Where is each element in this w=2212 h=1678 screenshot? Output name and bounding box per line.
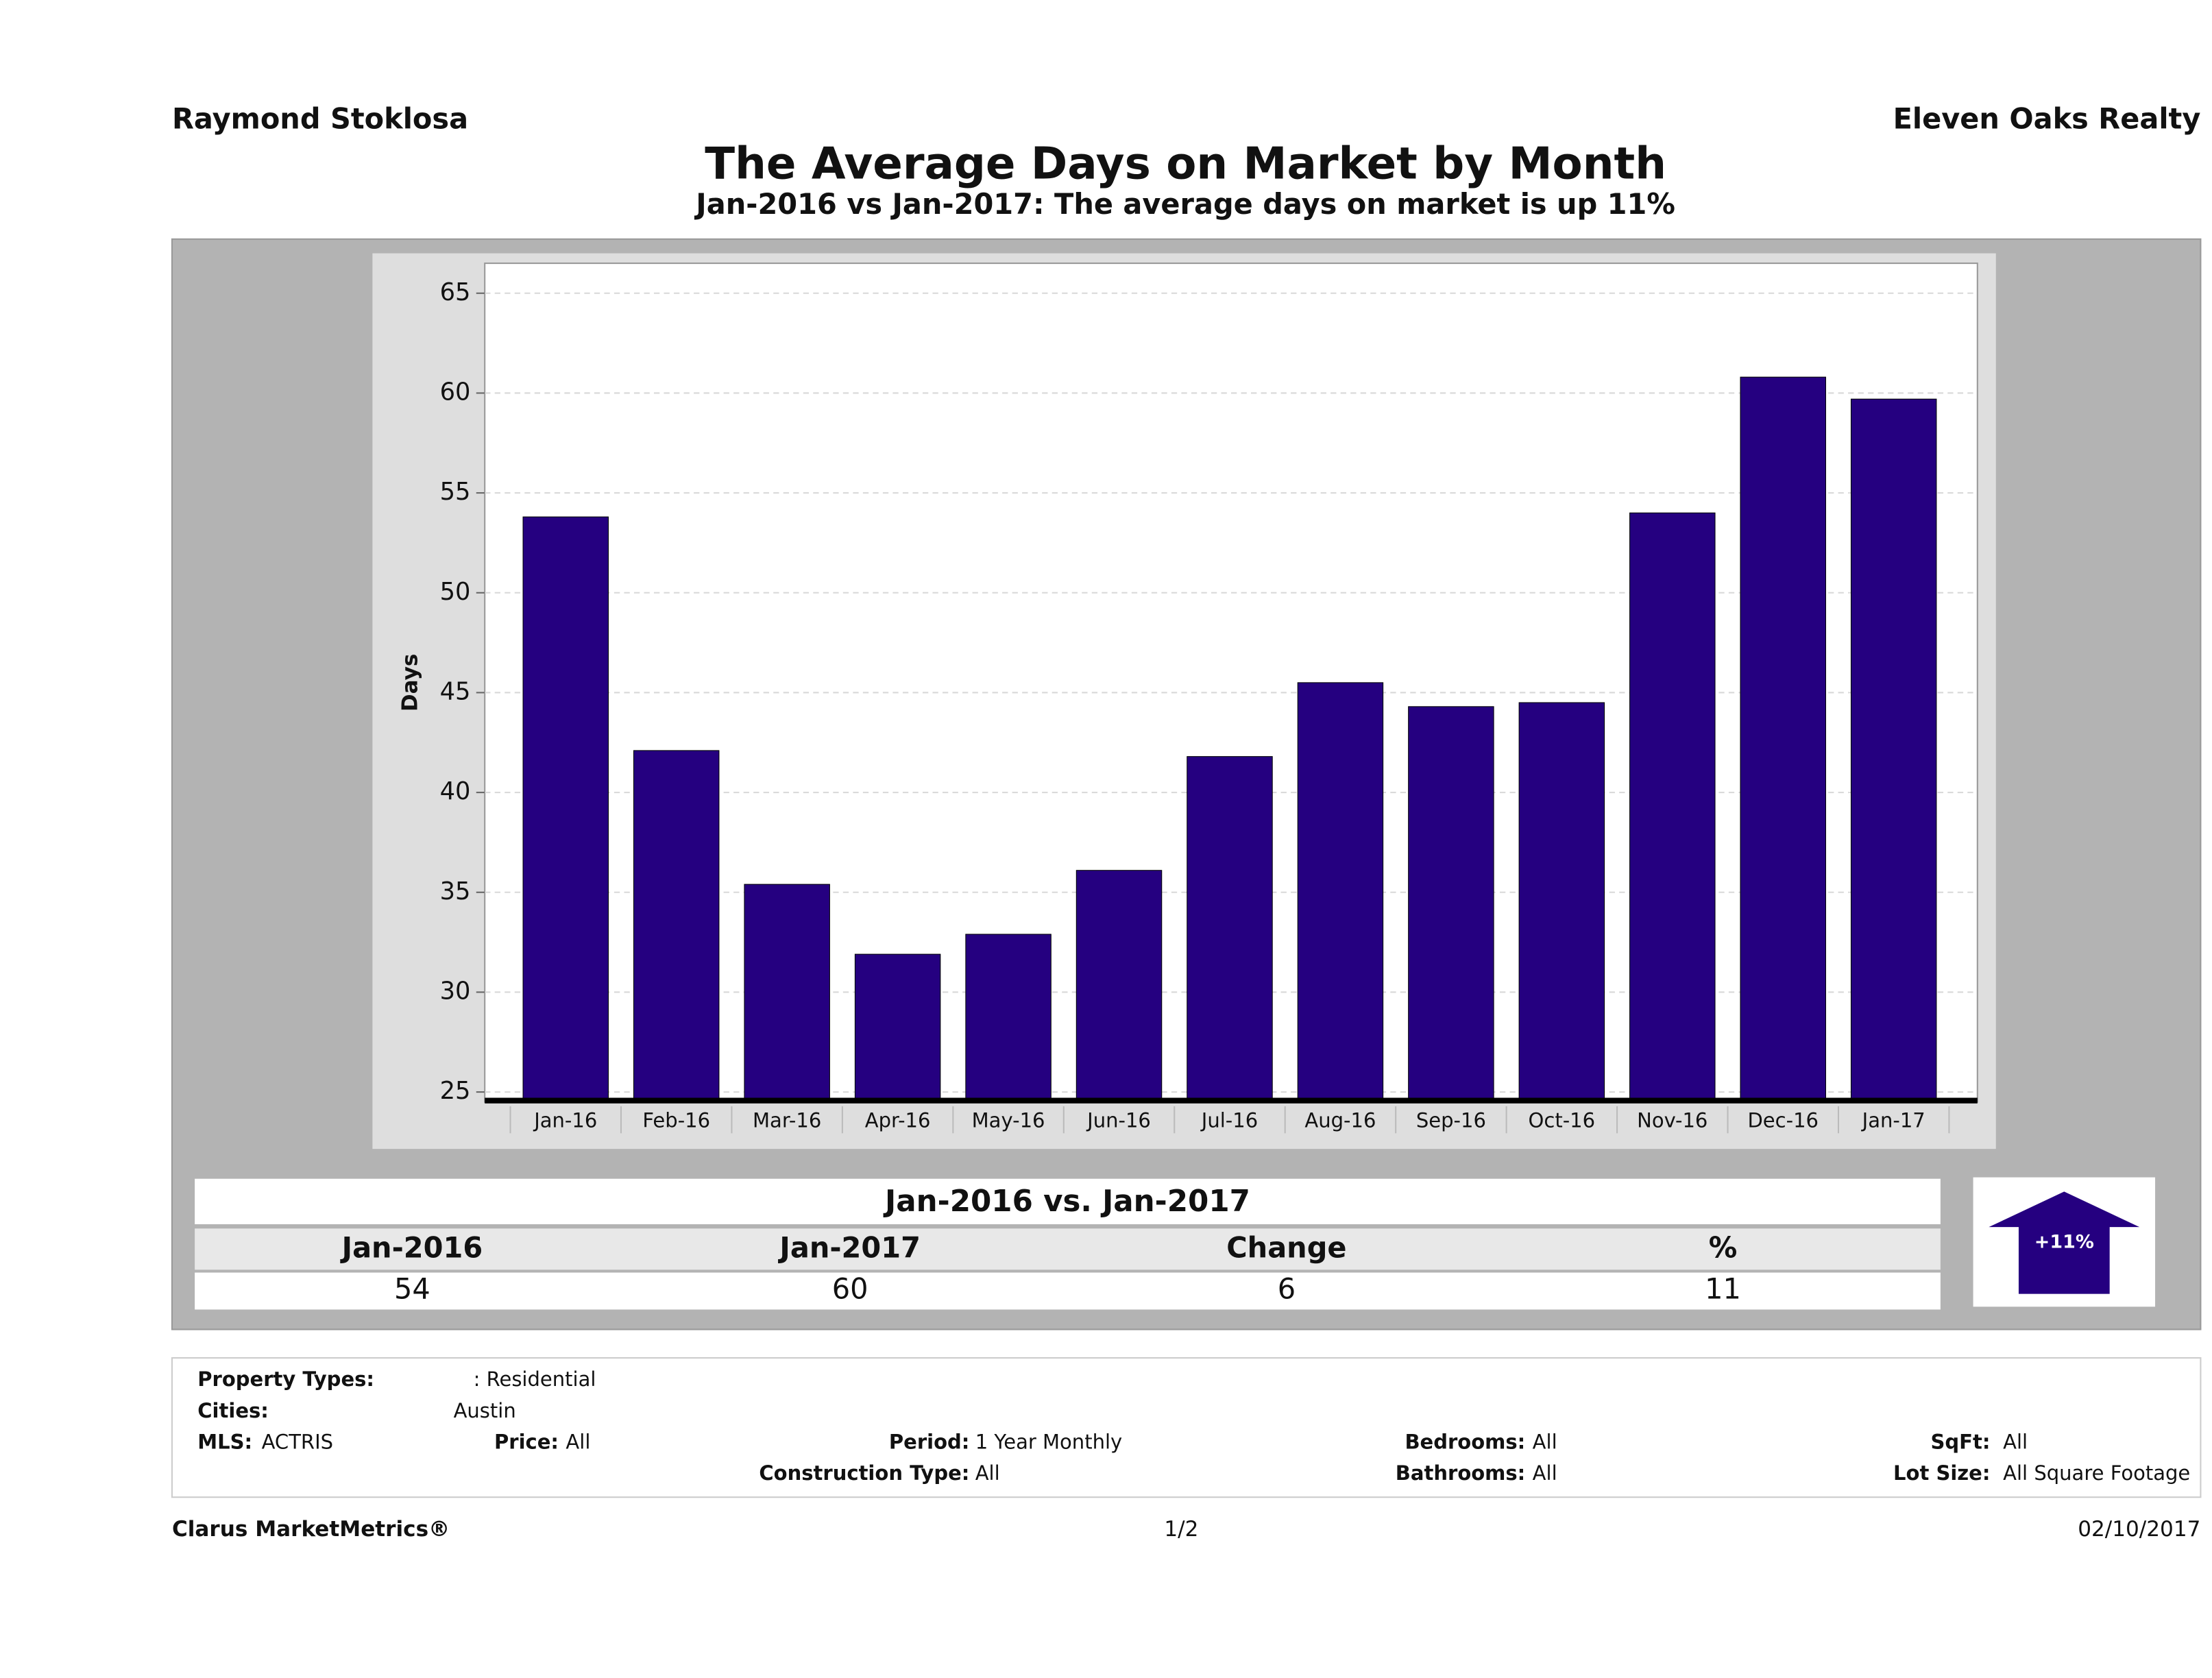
y-tick-label: 55 <box>440 478 471 506</box>
filter-label: MLS: <box>197 1430 252 1453</box>
badge-label: +11% <box>2034 1231 2094 1252</box>
x-tick-label: Aug-16 <box>1304 1109 1376 1132</box>
summary-value: 60 <box>832 1273 868 1306</box>
x-tick-label: Mar-16 <box>753 1109 821 1132</box>
x-tick-label: Apr-16 <box>865 1109 931 1132</box>
filter-label: Construction Type: <box>759 1461 969 1485</box>
summary-value-row <box>195 1272 1941 1310</box>
filter-label: Property Types: <box>197 1367 374 1391</box>
bar <box>1187 756 1273 1103</box>
filter-label: Price: <box>494 1430 559 1453</box>
bar <box>522 516 609 1103</box>
y-tick-label: 65 <box>440 278 471 306</box>
bar <box>854 953 941 1103</box>
filter-value: : Residential <box>474 1367 596 1391</box>
chart-subtitle: Jan-2016 vs Jan-2017: The average days o… <box>694 188 1675 221</box>
y-tick-label: 25 <box>440 1077 471 1105</box>
page-number: 1/2 <box>1164 1517 1198 1542</box>
x-tick-label: Feb-16 <box>642 1109 710 1132</box>
y-tick-label: 60 <box>440 378 471 406</box>
summary-header: % <box>1709 1231 1738 1264</box>
summary-header: Change <box>1226 1231 1346 1264</box>
filter-label: Bedrooms: <box>1405 1430 1525 1453</box>
bar <box>633 750 720 1103</box>
filter-value: All <box>566 1430 590 1453</box>
y-tick-label: 50 <box>440 578 471 606</box>
x-tick-label: Jun-16 <box>1086 1109 1151 1132</box>
filter-value: All <box>1533 1461 1557 1485</box>
filter-label: Period: <box>889 1430 970 1453</box>
x-tick-label: Nov-16 <box>1637 1109 1707 1132</box>
filter-label: Lot Size: <box>1893 1461 1990 1485</box>
x-tick-label: Oct-16 <box>1529 1109 1596 1132</box>
bar <box>744 884 830 1103</box>
filter-value: All <box>2003 1430 2028 1453</box>
filter-value: All Square Footage <box>2003 1461 2190 1485</box>
filter-value: ACTRIS <box>262 1430 333 1453</box>
summary-value: 54 <box>394 1273 430 1306</box>
x-tick-label: Jul-16 <box>1200 1109 1258 1132</box>
filter-label: Bathrooms: <box>1396 1461 1526 1485</box>
company: Eleven Oaks Realty <box>1893 103 2201 136</box>
filter-label: SqFt: <box>1931 1430 1991 1453</box>
filter-value: All <box>975 1461 1000 1485</box>
bar <box>1850 398 1937 1103</box>
summary-header: Jan-2016 <box>340 1231 483 1264</box>
date: 02/10/2017 <box>2078 1517 2200 1542</box>
filter-value: Austin <box>454 1399 516 1422</box>
up-arrow <box>1989 1191 2140 1294</box>
y-axis-label: Days <box>398 654 422 712</box>
filter-value: 1 Year Monthly <box>975 1430 1123 1453</box>
y-tick-label: 35 <box>440 877 471 905</box>
bar <box>1518 702 1605 1103</box>
x-tick-label: Dec-16 <box>1747 1109 1819 1132</box>
summary-header: Jan-2017 <box>777 1231 921 1264</box>
brand: Clarus MarketMetrics® <box>172 1517 450 1542</box>
bar <box>1408 706 1494 1103</box>
x-tick-label: Sep-16 <box>1416 1109 1486 1132</box>
summary-value: 6 <box>1278 1273 1296 1306</box>
summary-value: 11 <box>1705 1273 1741 1306</box>
bar <box>1629 512 1716 1103</box>
summary-title-row <box>195 1178 1941 1225</box>
x-tick-label: May-16 <box>972 1109 1045 1132</box>
x-tick-label: Jan-17 <box>1861 1109 1925 1132</box>
bar <box>1740 376 1826 1103</box>
summary-header-row <box>195 1228 1941 1270</box>
y-tick-label: 30 <box>440 977 471 1005</box>
filters-box <box>171 1357 2202 1498</box>
summary-title: Jan-2016 vs. Jan-2017 <box>883 1184 1250 1219</box>
filter-label: Cities: <box>197 1399 269 1422</box>
y-tick-label: 40 <box>440 777 471 805</box>
filter-value: All <box>1533 1430 1557 1453</box>
bar <box>1297 682 1384 1103</box>
chart-title: The Average Days on Market by Month <box>705 138 1666 190</box>
y-tick-label: 45 <box>440 677 471 705</box>
bar <box>965 934 1052 1103</box>
agent: Raymond Stoklosa <box>172 103 468 136</box>
x-tick-label: Jan-16 <box>533 1109 597 1132</box>
bar <box>1075 870 1163 1103</box>
